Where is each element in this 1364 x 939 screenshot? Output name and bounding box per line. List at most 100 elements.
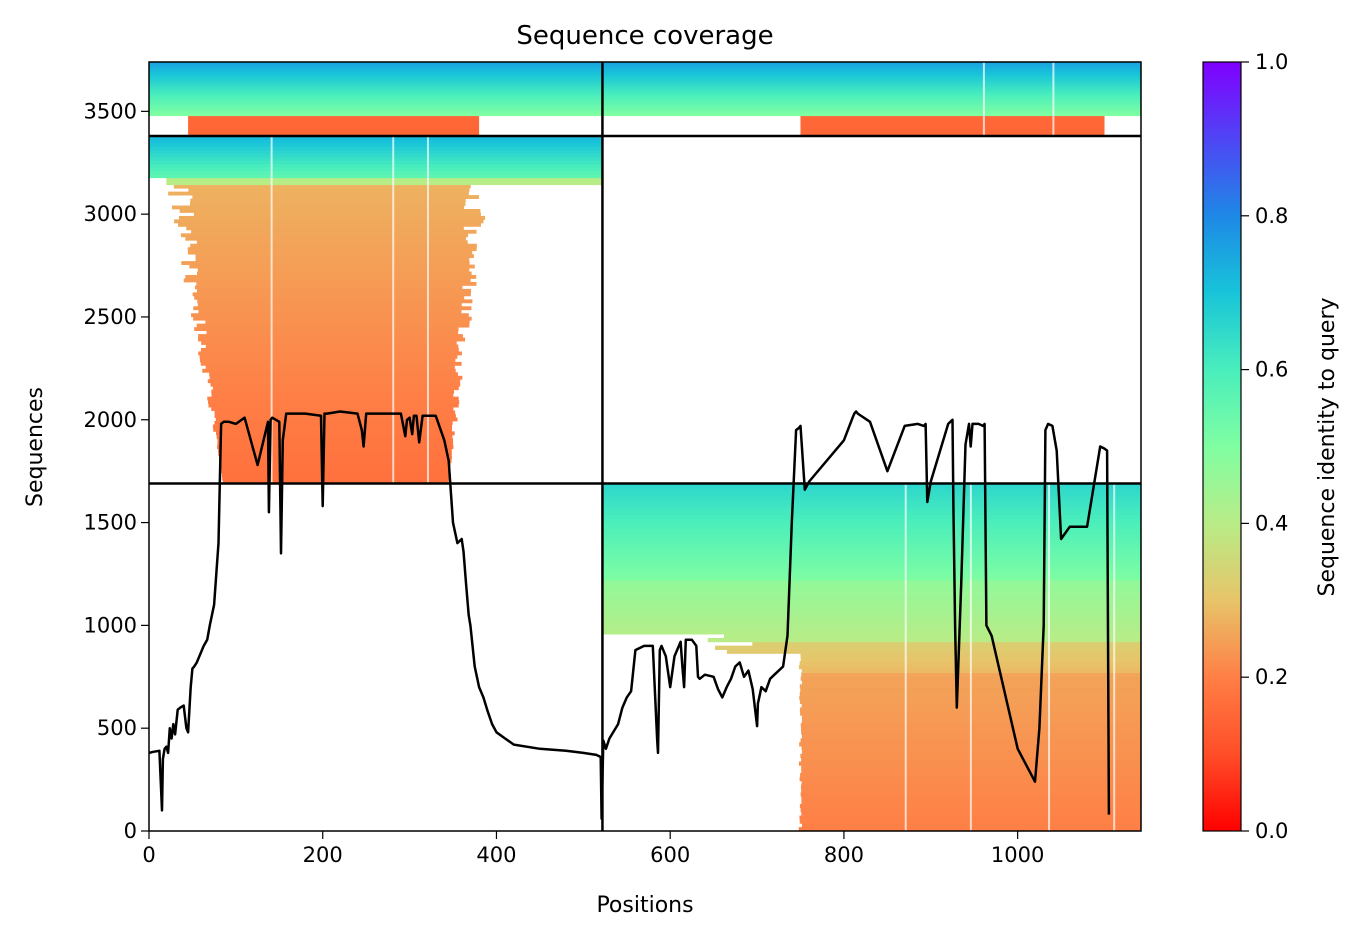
chain-a-coverage-row [179, 208, 481, 213]
y-tick-label: 2500 [84, 305, 137, 329]
chain-a-coverage-row [197, 302, 462, 307]
chain-a-coverage-row [220, 466, 450, 471]
chain-a-coverage-row [202, 368, 456, 373]
chain-a-coverage-row [198, 309, 462, 314]
chain-b-coverage-row [602, 576, 1141, 581]
chain-a-coverage-row [197, 271, 472, 276]
paired-coverage-row [149, 63, 1141, 67]
chain-a-coverage-row [196, 288, 472, 293]
chain-a-coverage-row [149, 153, 603, 158]
chain-a-coverage-row [166, 181, 603, 186]
chain-a-coverage-row [193, 306, 472, 311]
chain-a-coverage-row [168, 191, 469, 196]
paired-coverage-row [149, 106, 1141, 109]
chain-b-coverage-row [602, 618, 1141, 623]
chain-a-coverage-row [192, 195, 480, 199]
paired-coverage-row [149, 67, 1141, 70]
chain-a-coverage-row [205, 320, 470, 325]
paired-coverage-row [188, 115, 480, 118]
chain-b-coverage-row [714, 645, 1141, 650]
chain-a-coverage-row [185, 275, 477, 279]
chain-b-coverage-row [602, 564, 1141, 569]
chain-a-coverage-row [178, 215, 486, 220]
chain-a-coverage-row [192, 292, 471, 297]
paired-coverage-row [149, 113, 1141, 117]
chain-b-coverage-row [602, 514, 1141, 519]
chain-a-coverage-row [211, 393, 454, 398]
chain-a-coverage-row [193, 316, 472, 321]
chain-b-coverage-row [602, 583, 1141, 589]
chain-a-coverage-row [217, 445, 454, 450]
chain-a-coverage-row [221, 473, 450, 477]
chain-a-coverage-row [198, 337, 466, 342]
coverage-gap [426, 136, 429, 484]
paired-coverage-row [149, 99, 1141, 102]
colorbar-tick-label: 0.6 [1255, 358, 1288, 382]
chain-b-coverage-row [602, 580, 1141, 585]
paired-coverage-row [188, 119, 480, 122]
x-tick-label: 600 [650, 843, 690, 867]
colorbar-label: Sequence identity to query [1315, 297, 1340, 596]
chain-a-coverage-row [206, 330, 459, 335]
chain-b-coverage-row [602, 502, 1141, 508]
chain-a-coverage-row [149, 167, 603, 172]
chain-a-coverage-row [187, 247, 477, 252]
paired-coverage-row [149, 74, 1141, 78]
chain-a-coverage-row [220, 462, 451, 467]
chain-a-coverage-row [205, 344, 459, 349]
chain-b-coverage-row [602, 587, 1141, 593]
x-tick-label: 800 [824, 843, 864, 867]
x-axis-ticks: 0 200 400 600 800 1000 [142, 831, 1044, 867]
x-tick-label: 0 [142, 843, 155, 867]
y-axis-label: Sequences [23, 387, 48, 507]
x-tick-label: 400 [476, 843, 516, 867]
chain-a-coverage-row [214, 414, 456, 418]
chain-b-coverage-row [602, 610, 1141, 616]
paired-coverage-row [800, 128, 1105, 131]
chain-b-coverage-row [602, 599, 1141, 604]
chain-a-coverage-row [221, 469, 450, 474]
chain-b-coverage-row [602, 491, 1141, 496]
chain-b-coverage-row [602, 525, 1141, 531]
chain-a-coverage-row [187, 250, 473, 255]
chain-b-coverage-row [602, 572, 1141, 577]
paired-coverage-row [188, 126, 480, 130]
chain-b-coverage-row [602, 510, 1141, 515]
chain-b-coverage-row [602, 603, 1141, 608]
chain-b-coverage-row [602, 495, 1141, 500]
paired-coverage-row [188, 132, 480, 135]
y-tick-label: 2000 [84, 408, 137, 432]
chain-a-coverage-row [207, 396, 459, 401]
chain-a-coverage-row [186, 226, 464, 231]
chain-b-coverage-row [602, 630, 1141, 635]
chain-a-coverage-row [171, 205, 465, 210]
chain-a-coverage-row [220, 459, 452, 464]
chain-a-coverage-row [216, 434, 453, 439]
colorbar-tick-label: 0.2 [1255, 665, 1288, 689]
chain-b-coverage-row [602, 518, 1141, 523]
chain-a-coverage-row [180, 233, 469, 238]
chain-b-coverage-row [602, 568, 1141, 573]
coverage-line [149, 410, 1111, 820]
plot-frame [148, 61, 1142, 832]
chain-a-coverage-row [197, 268, 470, 272]
chain-a-coverage-row [198, 334, 463, 338]
chain-a-coverage-row [195, 254, 474, 259]
paired-coverage-row [149, 73, 1141, 76]
chain-b-coverage-row [602, 553, 1141, 558]
paired-coverage-row [149, 84, 1141, 87]
x-axis-label: Positions [596, 893, 693, 918]
chain-b-coverage-row [602, 595, 1141, 600]
chain-a-coverage-row [149, 146, 603, 151]
chain-a-coverage-row [205, 365, 455, 370]
chain-a-coverage-row [211, 389, 455, 394]
chain-a-coverage-row [149, 142, 603, 147]
paired-coverage-row [188, 128, 480, 131]
chain-b-coverage-row [602, 541, 1141, 546]
chain-b-coverage-row [707, 637, 1141, 643]
chain-b-coverage-row [602, 560, 1141, 565]
chain-a-coverage-row [149, 163, 603, 168]
chain-b-coverage-row [726, 649, 1141, 654]
chain-a-coverage-row [201, 341, 457, 345]
chain-a-coverage-row [209, 372, 458, 377]
